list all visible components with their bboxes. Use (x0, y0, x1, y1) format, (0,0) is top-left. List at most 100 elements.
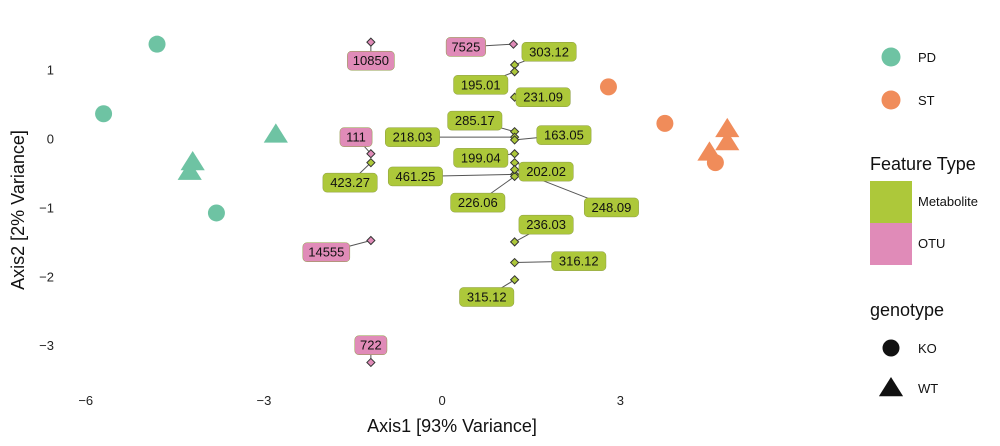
feature-point (366, 37, 376, 47)
y-axis-ticks: 1 0 −1 −2 −3 (39, 63, 54, 354)
sample-layer (95, 35, 740, 222)
feature-label-box (354, 335, 388, 355)
legend-feature-label: OTU (918, 236, 945, 251)
feature-point (509, 257, 520, 268)
feature-label-box (453, 75, 509, 95)
feature-label-box (447, 110, 503, 131)
legend-group-key (881, 47, 901, 67)
feature-label: 236.03 (526, 217, 566, 232)
feature-point (366, 149, 376, 159)
sample-point-ko (207, 204, 225, 222)
feature-point (509, 67, 520, 77)
legend-feature-type: Metabolite OTU (870, 181, 978, 265)
legend-genotype-key-circle (882, 339, 900, 357)
feature-label: 461.25 (396, 169, 436, 184)
feature-label-box (445, 37, 486, 57)
feature-label: 231.09 (523, 90, 563, 105)
sample-point-wt (180, 150, 205, 171)
feature-label-box (387, 166, 443, 187)
feature-layer (366, 37, 520, 368)
sample-point-wt (697, 141, 722, 161)
feature-label-box (583, 197, 639, 218)
legend-genotype-label: KO (918, 341, 937, 356)
y-tick-label: −1 (39, 200, 54, 215)
sample-point-ko (656, 114, 674, 132)
feature-label-box (347, 50, 395, 71)
legend-genotype-title: genotype (870, 300, 944, 320)
feature-label: 218.03 (393, 130, 433, 145)
feature-label: 111 (346, 130, 366, 145)
feature-label: 163.05 (544, 128, 584, 143)
legend-feature-label: Metabolite (918, 194, 978, 209)
sample-point-wt (177, 160, 202, 180)
feature-label-box (339, 127, 373, 147)
feature-point (366, 357, 376, 368)
x-axis-ticks: −6 −3 0 3 (78, 393, 624, 408)
legend-group-label: PD (918, 50, 936, 65)
x-axis-title: Axis1 [93% Variance] (367, 416, 537, 436)
x-tick-label: 0 (439, 393, 446, 408)
sample-point-ko (95, 105, 113, 123)
legend-genotype: KO WT (878, 339, 938, 397)
feature-label-box (450, 192, 506, 213)
legend-genotype-label: WT (918, 381, 938, 396)
feature-label-box (515, 87, 571, 107)
x-tick-label: 3 (617, 393, 624, 408)
feature-point (509, 171, 520, 182)
feature-point (509, 275, 520, 285)
legend-group-label: ST (918, 93, 935, 108)
sample-point-ko (599, 78, 617, 96)
feature-label: 7525 (451, 39, 480, 54)
feature-label: 195.01 (461, 77, 501, 92)
feature-label-box (385, 127, 440, 147)
feature-point (508, 39, 519, 49)
x-tick-label: −3 (257, 393, 272, 408)
feature-label: 315.12 (467, 290, 507, 305)
legend-genotype-key-triangle (878, 377, 904, 397)
feature-point (509, 164, 520, 175)
legend-group: PD ST (881, 47, 936, 110)
feature-label: 285.17 (455, 113, 495, 128)
feature-label-box (322, 172, 378, 193)
feature-label: 10850 (353, 53, 389, 68)
feature-label-layer: 10850 7525 303.12 195.01 231.09 285.17 111 218.… (302, 37, 639, 355)
feature-label-box (453, 148, 509, 168)
legend-feature-swatch (870, 223, 912, 265)
feature-label: 226.06 (458, 195, 498, 210)
legend-feature-swatch (870, 181, 912, 223)
sample-point-wt (715, 131, 740, 151)
feature-point (366, 157, 376, 168)
feature-label: 248.09 (592, 200, 632, 215)
legend-group-key (881, 90, 901, 110)
feature-point (366, 235, 376, 246)
feature-label-box (302, 242, 351, 262)
sample-point-wt (263, 123, 288, 143)
sample-point-ko (148, 35, 166, 53)
y-tick-label: −2 (39, 269, 54, 284)
feature-point (509, 135, 520, 145)
plot-area: 10850 7525 303.12 195.01 231.09 285.17 111 218.… (95, 35, 740, 368)
feature-label: 423.27 (330, 175, 370, 190)
sample-point-wt (715, 117, 740, 138)
y-tick-label: 1 (47, 63, 54, 78)
feature-label-box (521, 42, 577, 62)
feature-label: 14555 (308, 245, 344, 260)
feature-label: 199.04 (461, 150, 501, 165)
feature-point (509, 237, 520, 247)
feature-label: 202.02 (526, 164, 566, 179)
feature-label-box (536, 125, 592, 145)
feature-point (509, 149, 520, 159)
feature-label-box (459, 287, 515, 307)
feature-label: 722 (360, 338, 382, 353)
y-axis-title: Axis2 [2% Variance] (8, 130, 28, 290)
feature-label-box (551, 251, 607, 271)
feature-label: 316.12 (559, 254, 599, 269)
legend: PD ST Feature Type Metabolite OTU genotype… (870, 47, 978, 397)
y-tick-label: 0 (47, 132, 54, 147)
y-tick-label: −3 (39, 338, 54, 353)
feature-label-box (518, 161, 574, 182)
feature-label-box (518, 214, 574, 235)
feature-label: 303.12 (529, 44, 569, 59)
legend-feature-type-title: Feature Type (870, 154, 976, 174)
